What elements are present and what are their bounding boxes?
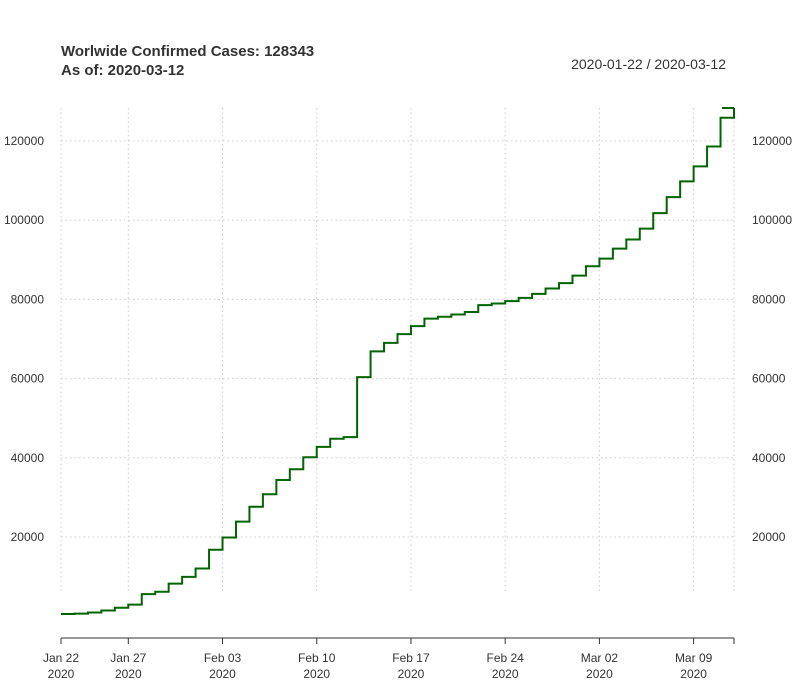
y-tick-label-left: 60000 [11,372,45,386]
x-tick-label: Jan 27 [110,651,146,665]
y-tick-label-right: 120000 [752,134,792,148]
x-tick-label: Feb 10 [298,651,336,665]
date-range-label: 2020-01-22 / 2020-03-12 [571,56,726,72]
x-tick-year-label: 2020 [398,667,425,681]
x-axis: Jan 22 2020 Jan 27 2020 Feb 03 2020 Feb 10 2020… [43,637,735,681]
series-layer [61,107,735,615]
y-tick-label-left: 120000 [4,134,44,148]
y-tick-label-right: 40000 [752,451,786,465]
y-tick-label-left: 80000 [11,292,45,306]
y-tick-label-right: 20000 [752,530,786,544]
y-tick-label-left: 100000 [4,213,44,227]
x-tick-label: Feb 17 [392,651,430,665]
y-tick-labels: 20000 20000 40000 40000 60000 60000 80000 80000… [4,134,792,544]
x-tick-label: Mar 09 [675,651,713,665]
grid-layer [60,108,735,592]
x-tick-label: Feb 24 [487,651,525,665]
x-tick-label: Mar 02 [581,651,619,665]
x-tick-label: Feb 03 [204,651,242,665]
x-tick-label: Jan 22 [43,651,79,665]
chart-title-block: Worlwide Confirmed Cases: 128343 As of: … [61,42,314,80]
x-tick-year-label: 2020 [115,667,142,681]
y-tick-label-left: 40000 [11,451,45,465]
x-tick-year-label: 2020 [209,667,236,681]
y-tick-label-right: 100000 [752,213,792,227]
chart-subtitle: As of: 2020-03-12 [61,62,185,79]
series-line [61,108,735,615]
x-tick-year-label: 2020 [48,667,75,681]
y-tick-label-right: 60000 [752,372,786,386]
chart-title: Worlwide Confirmed Cases: 128343 [61,43,315,60]
y-tick-label-left: 20000 [11,530,45,544]
y-tick-label-right: 80000 [752,292,786,306]
x-tick-year-label: 2020 [586,667,613,681]
x-tick-year-label: 2020 [680,667,707,681]
x-tick-year-label: 2020 [303,667,330,681]
x-tick-year-label: 2020 [492,667,519,681]
